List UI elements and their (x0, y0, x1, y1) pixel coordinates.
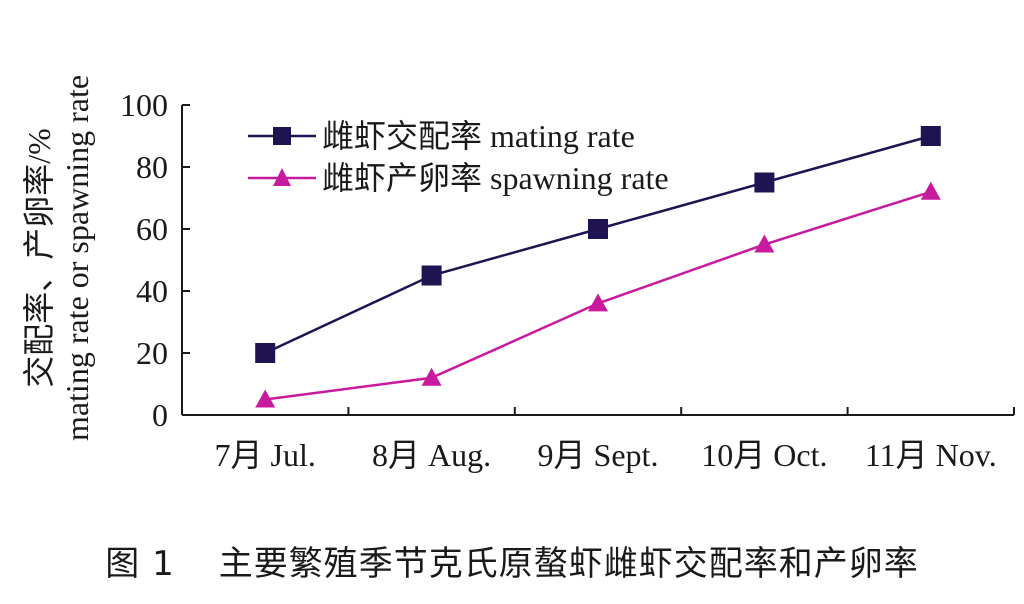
legend-marker-square (273, 127, 291, 145)
chart-axes (181, 105, 1014, 416)
series-2 (255, 181, 941, 408)
x-tick-label: 8月 Aug. (372, 437, 491, 473)
figure-caption: 图 1 主要繁殖季节克氏原螯虾雌虾交配率和产卵率 (0, 528, 1024, 592)
y-axis-label: 交配率、产卵率/% mating rate or spawning rate (21, 75, 95, 441)
y-tick-label: 0 (152, 397, 168, 433)
legend-label: 雌虾交配率 mating rate (322, 118, 635, 154)
x-tick-label: 11月 Nov. (865, 437, 997, 473)
data-point-triangle (421, 367, 442, 386)
data-point-square (255, 343, 276, 363)
data-point-square (920, 126, 941, 146)
chart-legend: 雌虾交配率 mating rate 雌虾产卵率 spawning rate (248, 118, 669, 196)
data-point-square (588, 219, 608, 239)
data-point-triangle (255, 389, 276, 408)
figure-number: 图 1 (105, 543, 175, 584)
series-1 (255, 126, 941, 363)
legend-marker-triangle (273, 168, 291, 186)
y-axis-ticks: 0 20 40 60 80 100 (120, 87, 190, 433)
y-tick-label: 100 (120, 87, 168, 123)
y-axis-title-line2: mating rate or spawning rate (59, 75, 95, 441)
series-layer (255, 126, 941, 408)
data-point-triangle (588, 293, 608, 312)
y-tick-label: 60 (136, 211, 168, 247)
y-tick-label: 20 (136, 335, 168, 371)
y-axis-title-line1: 交配率、产卵率/% (21, 128, 57, 388)
x-tick-label: 9月 Sept. (538, 437, 659, 473)
line-chart: 0 20 40 60 80 100 7月 Jul. 8月 Aug. 9月 Sept. 10月 O… (21, 75, 1015, 473)
x-tick-label: 7月 Jul. (215, 437, 316, 473)
y-tick-label: 40 (136, 273, 168, 309)
data-point-triangle (754, 234, 775, 253)
data-point-square (754, 172, 775, 193)
legend-item-1: 雌虾交配率 mating rate (248, 118, 635, 154)
data-point-square (421, 265, 442, 286)
legend-item-2: 雌虾产卵率 spawning rate (248, 160, 669, 196)
legend-label: 雌虾产卵率 spawning rate (322, 160, 669, 196)
data-point-triangle (920, 181, 941, 200)
y-tick-label: 80 (136, 149, 168, 185)
x-tick-label: 10月 Oct. (701, 437, 827, 473)
figure-title: 主要繁殖季节克氏原螯虾雌虾交配率和产卵率 (218, 543, 919, 584)
x-axis-ticks: 7月 Jul. 8月 Aug. 9月 Sept. 10月 Oct. 11月 Nov. (181, 407, 1015, 473)
